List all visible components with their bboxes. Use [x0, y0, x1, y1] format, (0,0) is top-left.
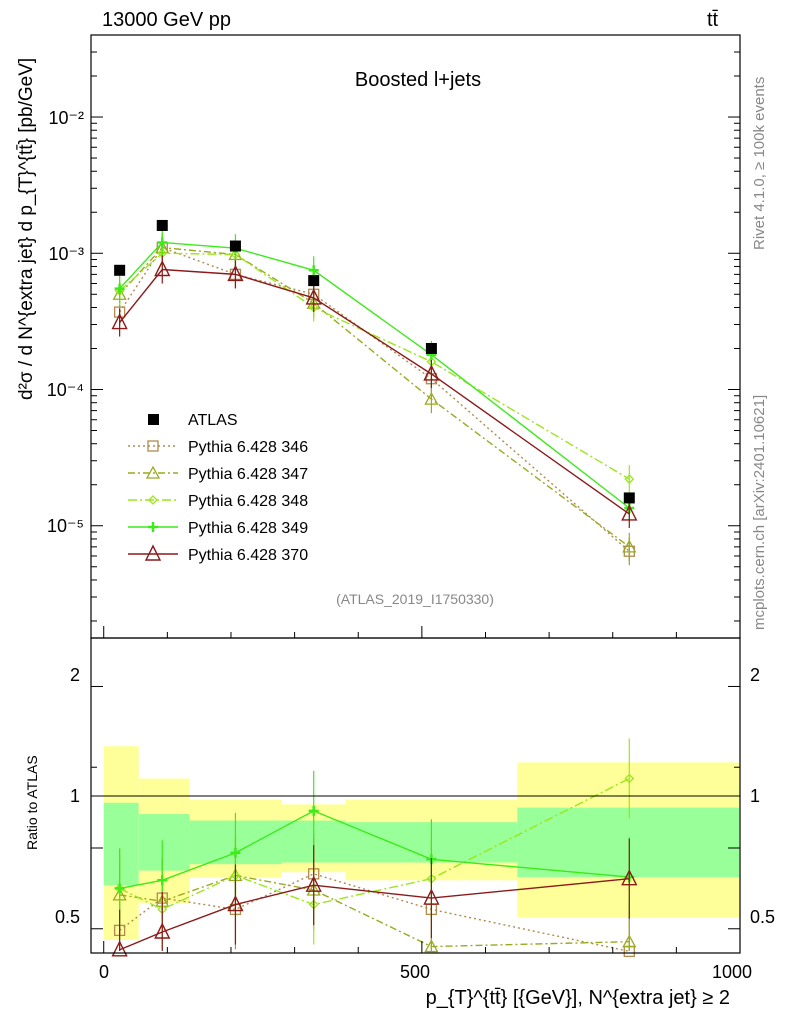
ratio-line — [119, 810, 630, 890]
data-point — [424, 391, 439, 405]
data-point — [154, 259, 171, 277]
series-line — [119, 268, 630, 515]
ratio-y-axis-label: Ratio to ATLAS — [24, 755, 40, 850]
axis-ticks — [91, 34, 741, 953]
atlas-point — [623, 492, 635, 504]
legend-marker — [148, 495, 158, 505]
data-point — [621, 504, 638, 521]
y-tick-label: 10⁻³ — [48, 244, 84, 264]
mcplots-label: mcplots.cern.ch [arXiv:2401.10621] — [751, 395, 768, 630]
ratio-point — [621, 869, 638, 886]
series-main-2 — [112, 233, 637, 561]
ratio-point — [227, 894, 244, 912]
atlas-point — [114, 264, 126, 276]
ratio-line — [119, 877, 630, 951]
data-point — [305, 288, 322, 305]
atlas-point — [425, 342, 437, 354]
data-point — [227, 264, 244, 282]
ratio-y-tick-label-right: 0.5 — [750, 907, 775, 927]
ratio-uncertainty-bands — [103, 746, 739, 941]
data-point — [423, 364, 440, 381]
legend-label: Pythia 6.428 347 — [188, 466, 308, 483]
ratio-y-tick-label: 1 — [70, 786, 80, 806]
data-point — [622, 539, 637, 553]
data-point — [624, 474, 635, 485]
ratio-y-tick-label-right: 1 — [750, 786, 760, 806]
ratio-point — [308, 805, 319, 816]
ratio-line — [119, 874, 630, 948]
series-line — [119, 252, 630, 480]
main-panel-series — [111, 219, 638, 566]
legend-marker-atlas — [148, 414, 159, 425]
data-point — [114, 283, 125, 294]
series-line — [119, 246, 630, 548]
legend-label: Pythia 6.428 349 — [188, 520, 308, 537]
ratio-point — [230, 847, 241, 858]
atlas-point — [229, 240, 241, 252]
process-label: tt̄ — [707, 9, 719, 31]
ratio-band-inner — [138, 814, 190, 871]
ratio-point — [114, 883, 125, 894]
ratio-y-tick-label: 2 — [70, 665, 80, 685]
ratio-panel-series — [111, 738, 638, 958]
legend-marker — [144, 544, 162, 561]
ratio-point — [423, 888, 440, 905]
legend-label: Pythia 6.428 348 — [188, 493, 308, 510]
series-main-1 — [113, 233, 635, 566]
legend-label: ATLAS — [188, 412, 238, 429]
data-point — [308, 265, 319, 276]
series-line — [119, 241, 630, 509]
ratio-point — [624, 773, 635, 784]
ratio-band-inner — [103, 802, 139, 886]
ratio-y-tick-label: 0.5 — [55, 907, 80, 927]
atlas-point — [156, 219, 168, 231]
legend-label: Pythia 6.428 370 — [188, 547, 308, 564]
legend-marker — [148, 522, 158, 532]
x-tick-label: 1000 — [712, 962, 752, 982]
ratio-point — [111, 940, 128, 957]
legend-entry-atlas: ATLAS — [148, 412, 238, 429]
data-point — [157, 237, 168, 248]
energy-label: 13000 GeV pp — [102, 9, 231, 31]
legend-marker — [145, 465, 161, 479]
series-line — [119, 246, 630, 552]
ratio-band-inner — [517, 807, 739, 878]
y-tick-label: 10⁻⁴ — [47, 380, 84, 400]
x-axis-label: p_{T}^{tt̄} [{GeV}], N^{extra jet} ≥ 2 — [426, 987, 730, 1009]
series-main-5 — [111, 255, 638, 528]
ratio-y-tick-label-right: 2 — [750, 665, 760, 685]
plot-title: Boosted l+jets — [355, 69, 481, 91]
ratio-point — [424, 939, 439, 953]
legend: ATLAS Pythia 6.428 346 Pythia 6.428 347 … — [128, 412, 308, 564]
atlas-point — [308, 275, 320, 287]
series-atlas — [114, 219, 635, 504]
ratio-point — [622, 934, 637, 948]
legend-label: Pythia 6.428 346 — [188, 439, 308, 456]
series-ratio-5 — [111, 838, 638, 957]
legend-series-lines — [128, 440, 178, 561]
legend-marker — [147, 440, 159, 452]
main-y-axis-label: d²σ / d N^{extra jet} d p_{T}^{tt̄} [pb/… — [16, 58, 37, 400]
y-tick-label: 10⁻² — [48, 108, 84, 128]
x-tick-label: 0 — [99, 962, 109, 982]
rivet-label: Rivet 4.1.0, ≥ 100k events — [751, 77, 768, 250]
ratio-point — [305, 875, 322, 892]
ratio-point — [154, 922, 171, 939]
ratio-point — [157, 875, 168, 886]
x-tick-label: 500 — [400, 962, 430, 982]
y-tick-label: 10⁻⁵ — [47, 516, 84, 536]
data-point — [111, 312, 128, 330]
ratio-line — [119, 873, 630, 953]
analysis-id: (ATLAS_2019_I1750330) — [336, 591, 494, 607]
